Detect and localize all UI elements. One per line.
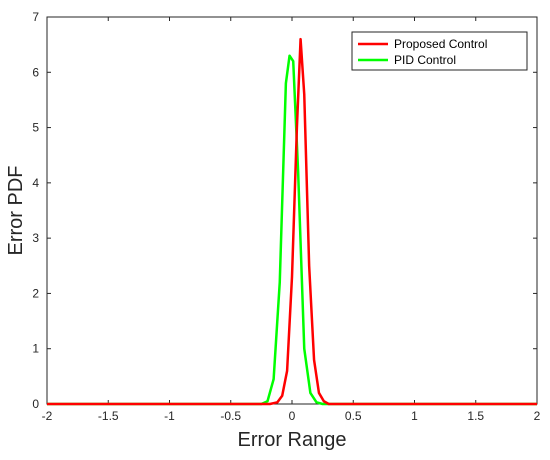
x-tick-label: 0 [289,409,296,423]
y-tick-label: 7 [32,10,39,24]
y-tick-label: 3 [32,231,39,245]
y-tick-label: 5 [32,121,39,135]
y-tick-label: 1 [32,342,39,356]
x-tick-label: -2 [42,409,53,423]
plot-area [46,16,538,405]
y-axis-label: Error PDF [5,166,27,256]
legend: Proposed Control PID Control [351,31,528,71]
axis-ticks: -2 -1.5 -1 -0.5 0 0.5 1 1.5 2 0 1 2 3 4 5 6 7 [32,10,540,423]
y-tick-label: 6 [32,65,39,79]
x-tick-label: 0.5 [345,409,362,423]
series-line-pid-control [47,54,537,406]
x-tick-label: -1 [164,409,175,423]
series-layer [47,37,537,406]
legend-box [351,31,528,71]
series-line-proposed-control [47,37,537,406]
y-tick-label: 4 [32,176,39,190]
x-tick-label: 1 [411,409,418,423]
x-tick-label: 1.5 [467,409,484,423]
x-axis-label: Error Range [238,429,347,451]
x-tick-label: 2 [534,409,541,423]
y-tick-label: 0 [32,397,39,411]
x-tick-label: -0.5 [220,409,241,423]
y-tick-label: 2 [32,286,39,300]
legend-label-proposed-control: Proposed Control [394,37,487,51]
x-tick-label: -1.5 [98,409,119,423]
legend-label-pid-control: PID Control [394,53,456,67]
